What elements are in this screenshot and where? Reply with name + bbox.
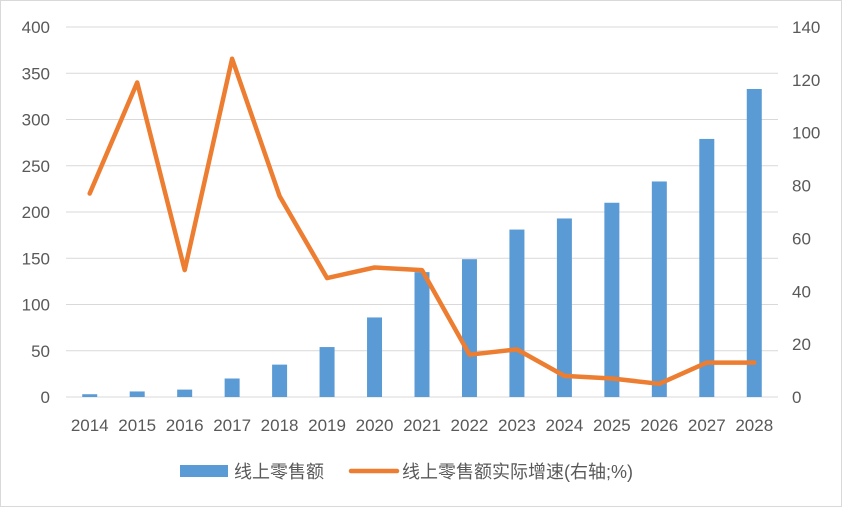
gridlines: [66, 26, 778, 398]
x-tick-label: 2014: [71, 416, 109, 435]
right-tick-label: 100: [792, 124, 820, 143]
left-tick-label: 100: [22, 296, 50, 315]
x-tick-label: 2020: [356, 416, 394, 435]
bar: [82, 394, 98, 397]
x-tick-label: 2026: [640, 416, 678, 435]
bar: [414, 272, 430, 397]
left-tick-label: 250: [22, 157, 50, 176]
bar: [556, 218, 572, 397]
right-tick-label: 140: [792, 18, 820, 37]
x-tick-label: 2018: [261, 416, 299, 435]
x-tick-label: 2017: [213, 416, 251, 435]
x-tick-label: 2019: [308, 416, 346, 435]
legend-label-line: 线上零售额实际增速(右轴;%): [402, 462, 633, 482]
bar: [177, 389, 193, 397]
x-tick-label: 2025: [593, 416, 631, 435]
left-tick-label: 0: [41, 388, 50, 407]
growth-line: [87, 56, 757, 387]
left-tick-label: 200: [22, 203, 50, 222]
left-tick-label: 400: [22, 18, 50, 37]
right-tick-label: 20: [792, 335, 811, 354]
x-tick-label: 2023: [498, 416, 536, 435]
left-axis: 0 50 100 150 200 250 300 350 400: [22, 18, 50, 407]
x-tick-label: 2016: [166, 416, 204, 435]
bar: [651, 181, 667, 397]
right-axis: 0 20 40 60 80 100 120 140: [792, 18, 820, 407]
x-tick-label: 2024: [545, 416, 583, 435]
line-series: [87, 56, 757, 387]
x-tick-label: 2015: [118, 416, 156, 435]
left-tick-label: 50: [31, 342, 50, 361]
right-tick-label: 80: [792, 177, 811, 196]
x-tick-label: 2027: [688, 416, 726, 435]
right-tick-label: 60: [792, 229, 811, 248]
left-tick-label: 350: [22, 64, 50, 83]
bar: [746, 88, 762, 397]
right-tick-label: 120: [792, 71, 820, 90]
bar: [604, 202, 620, 397]
bar: [699, 138, 715, 398]
x-tick-label: 2028: [735, 416, 773, 435]
x-axis: 2014 2015 2016 2017 2018 2019 2020 2021 2022 2023…: [71, 416, 773, 435]
bar: [367, 317, 383, 397]
bar: [319, 347, 335, 397]
legend-swatch-bar: [180, 465, 228, 477]
x-tick-label: 2021: [403, 416, 441, 435]
bar: [224, 378, 240, 397]
left-tick-label: 150: [22, 249, 50, 268]
bar: [272, 364, 288, 397]
legend-label-bar: 线上零售额: [234, 462, 324, 482]
bar: [509, 229, 525, 397]
bar: [461, 259, 477, 397]
x-tick-label: 2022: [451, 416, 489, 435]
bar-series: [82, 88, 762, 398]
legend: 线上零售额 线上零售额实际增速(右轴;%): [180, 462, 633, 482]
right-tick-label: 40: [792, 282, 811, 301]
right-tick-label: 0: [792, 388, 801, 407]
left-tick-label: 300: [22, 111, 50, 130]
bar: [129, 391, 145, 397]
